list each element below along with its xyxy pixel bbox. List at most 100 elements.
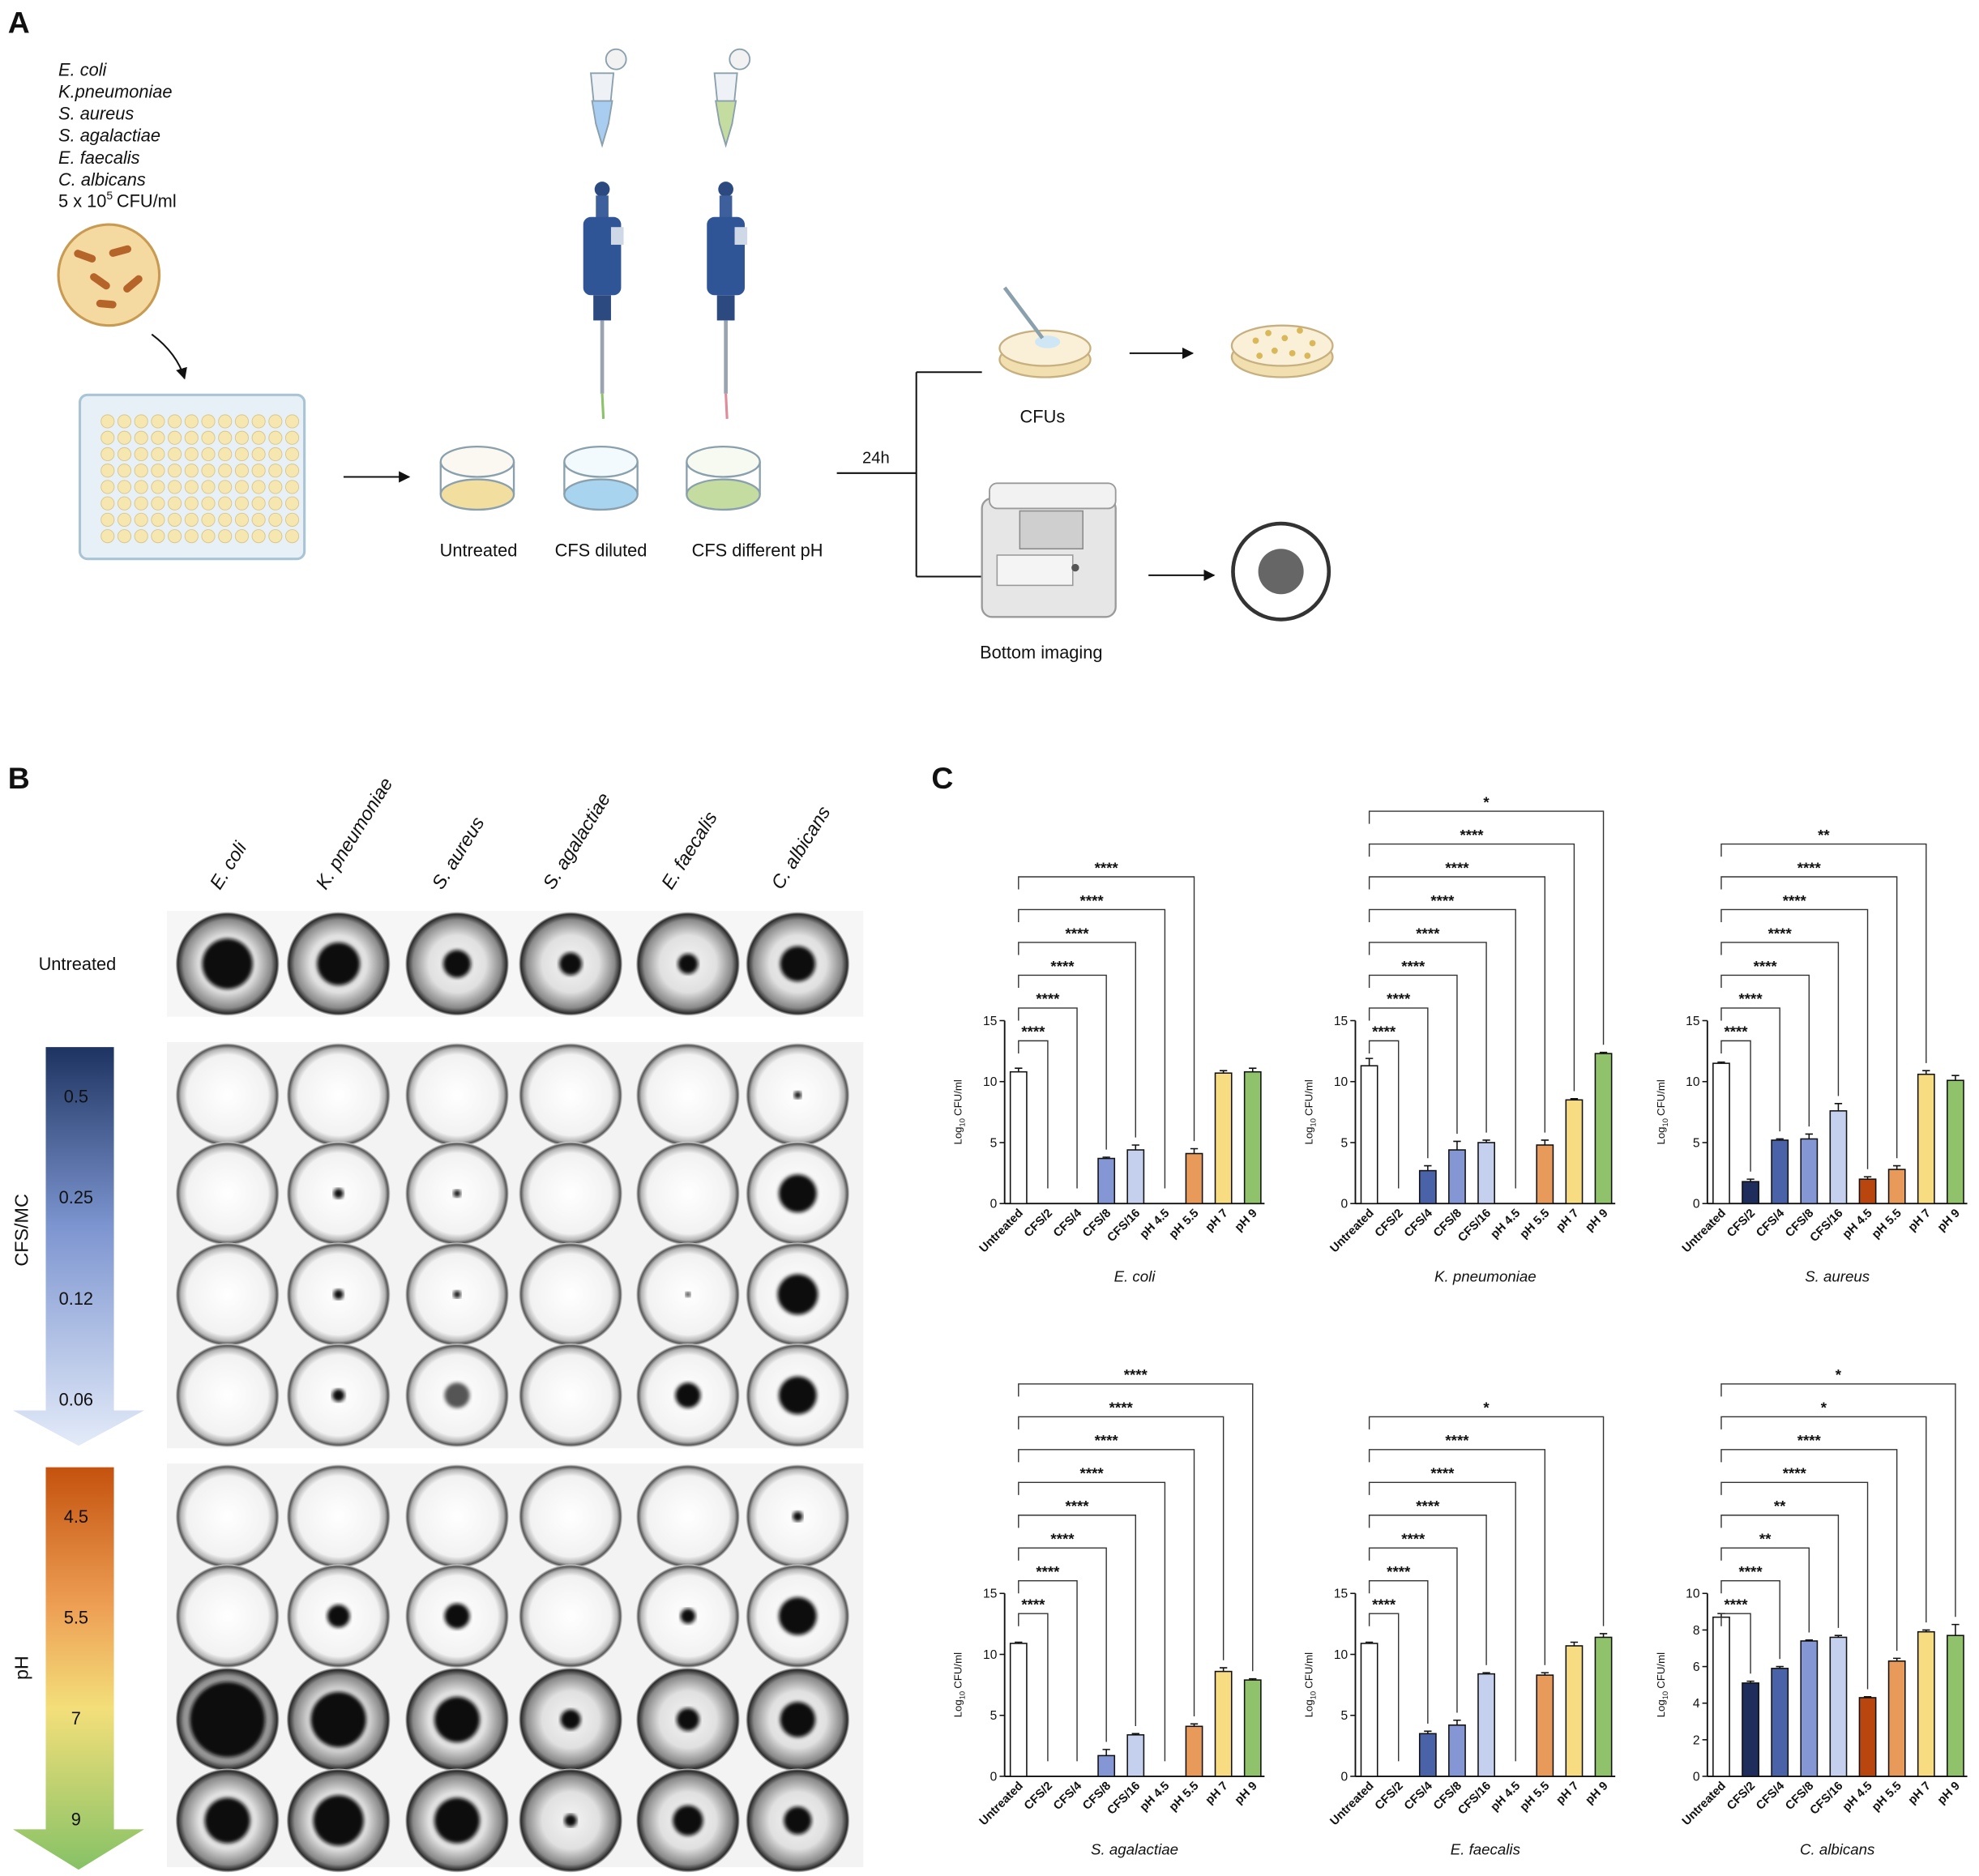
error-bar (1249, 1677, 1257, 1681)
bar (1917, 1073, 1935, 1204)
y-label-part: 10 (1661, 1118, 1669, 1126)
well-block (166, 1463, 864, 1868)
significance-label: **** (1080, 892, 1105, 909)
error-bar (1365, 1641, 1374, 1643)
error-bar (1190, 1147, 1199, 1154)
bar (1418, 1733, 1437, 1777)
y-label-part: 10 (1309, 1118, 1317, 1126)
y-tick-label: 5 (990, 1136, 998, 1150)
significance-label: **** (1430, 892, 1455, 909)
ph-level: 5.5 (64, 1608, 88, 1628)
significance-label: **** (1387, 1563, 1411, 1580)
x-tick-label: pH 4.5 (1489, 1207, 1524, 1241)
panel-a-graphics (57, 48, 1334, 622)
significance-label: * (1483, 1400, 1490, 1417)
well (175, 1344, 280, 1447)
significance-bracket (1018, 1383, 1254, 1672)
bar (1536, 1674, 1554, 1777)
ph-level: 7 (71, 1708, 81, 1729)
y-label-part: CFU/ml (1303, 1079, 1315, 1116)
significance-bracket (1018, 1515, 1136, 1727)
significance-bracket (1368, 974, 1458, 1135)
bar (1009, 1643, 1028, 1777)
significance-label: **** (1783, 1465, 1807, 1482)
significance-bracket (1720, 1547, 1810, 1633)
significance-bracket (1720, 1580, 1780, 1660)
x-tick-label: CFS/2 (1373, 1780, 1406, 1813)
condition-label: CFS different pH (692, 541, 823, 561)
significance-label: * (1836, 1366, 1842, 1383)
significance-label: **** (1095, 1432, 1119, 1449)
colony (444, 1382, 470, 1408)
x-tick-label: pH 7 (1906, 1780, 1934, 1807)
inoculum: 5 x 105 CFU/ml (58, 189, 177, 211)
error-bar (1922, 1070, 1930, 1075)
significance-bracket (1368, 1416, 1605, 1626)
bar (1097, 1754, 1116, 1777)
incubation-label: 24h (862, 449, 890, 467)
bar (1594, 1053, 1613, 1204)
panel-label: A (8, 5, 30, 39)
colony (793, 1091, 802, 1099)
colony (333, 1188, 344, 1199)
well (636, 1043, 740, 1147)
ph-level: 4.5 (64, 1506, 88, 1527)
error-bar (1570, 1641, 1579, 1646)
error-bar (1131, 1733, 1139, 1735)
y-label-part: Log (952, 1699, 964, 1717)
error-bar (1424, 1164, 1432, 1171)
colony (793, 1511, 803, 1522)
bar (1448, 1149, 1466, 1204)
error-bar (1805, 1639, 1813, 1641)
colony (777, 1274, 819, 1315)
y-tick-label: 0 (990, 1198, 998, 1211)
y-tick-label: 15 (983, 1015, 997, 1028)
organism-name: K.pneumoniae (58, 81, 172, 101)
y-label-part: 10 (959, 1118, 967, 1126)
significance-bracket (1018, 1040, 1049, 1189)
significance-label: **** (1416, 1498, 1440, 1515)
y-axis-label: Log10 CFU/ml (1655, 1079, 1669, 1144)
column-header: E. faecalis (657, 807, 721, 892)
significance-label: **** (1416, 925, 1440, 942)
x-tick-label: Untreated (1680, 1207, 1729, 1255)
y-tick-label: 10 (1686, 1588, 1700, 1601)
error-bar (1570, 1098, 1579, 1100)
significance-bracket (1018, 1007, 1078, 1189)
colony (202, 938, 253, 989)
organism-name: S. aureus (58, 104, 134, 124)
axis-label: pH (11, 1656, 32, 1680)
bar (1565, 1645, 1584, 1777)
bar (1418, 1169, 1437, 1204)
bar-chart: 051015Log10CFU/mlUntreatedCFS/2CFS/4CFS/… (952, 1366, 1265, 1858)
error-bar (1424, 1730, 1432, 1734)
organism-name: E. faecalis (58, 147, 140, 168)
error-bar (1805, 1133, 1813, 1139)
colony (189, 1682, 266, 1758)
well (286, 1043, 391, 1147)
colony (780, 946, 816, 982)
error-bar (1219, 1667, 1228, 1672)
bar (1536, 1144, 1554, 1204)
significance-bracket (1720, 1383, 1956, 1617)
y-label-part: Log (952, 1126, 964, 1144)
well (519, 1464, 622, 1569)
y-tick-label: 15 (1686, 1015, 1699, 1028)
y-label-part: CFU/ml (952, 1079, 964, 1116)
bar (1887, 1169, 1906, 1204)
x-tick-label: CFS/2 (1373, 1207, 1406, 1240)
error-bar (1776, 1138, 1784, 1140)
significance-bracket (1368, 810, 1605, 1045)
bar (1917, 1630, 1935, 1777)
bar-chart: 051015Log10CFU/mlUntreatedCFS/2CFS/4CFS/… (1303, 1400, 1616, 1858)
y-axis-label: Log10 CFU/ml (952, 1652, 967, 1717)
colony (434, 1696, 481, 1742)
bar-chart: 051015Log10CFU/mlUntreatedCFS/2CFS/4CFS/… (952, 859, 1265, 1285)
x-tick-label: pH 5.5 (1870, 1780, 1904, 1814)
error-bar (1776, 1665, 1784, 1669)
well (286, 1464, 391, 1569)
significance-bracket (1018, 876, 1195, 1142)
chart-title: S. aureus (1805, 1268, 1870, 1285)
well (519, 1141, 622, 1246)
bar (1185, 1725, 1203, 1777)
